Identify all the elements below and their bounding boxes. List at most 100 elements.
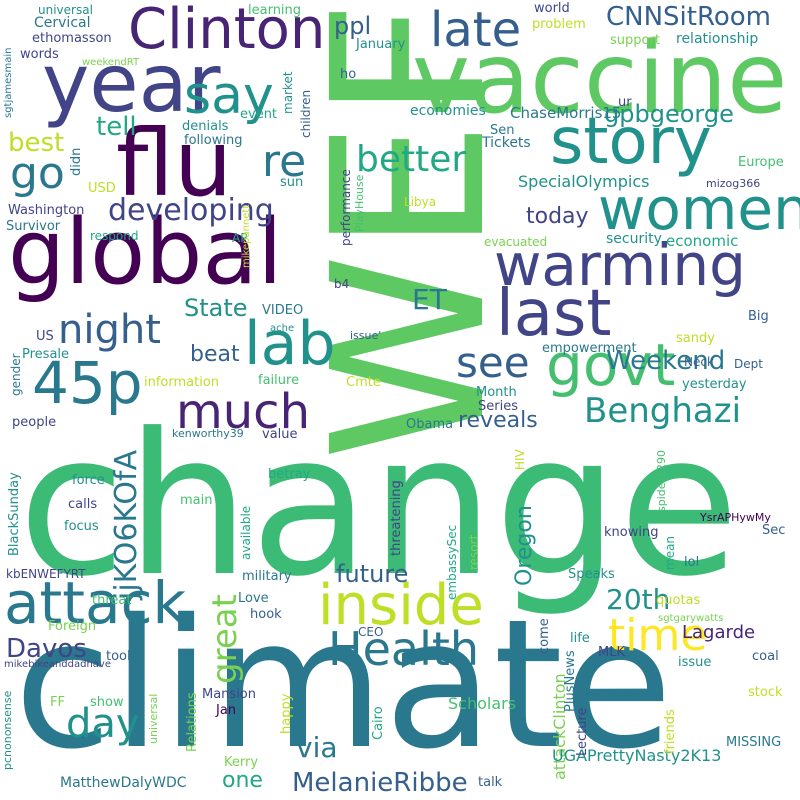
word: life bbox=[570, 631, 590, 646]
word: stock bbox=[748, 685, 783, 700]
word: Cervical bbox=[34, 15, 91, 31]
word: night bbox=[58, 307, 161, 353]
word: Clinton bbox=[128, 0, 326, 62]
word: HIV bbox=[513, 449, 527, 470]
word: failure bbox=[258, 373, 300, 388]
word: people bbox=[12, 415, 57, 430]
word: PlusNews bbox=[563, 650, 578, 712]
word: embassySec bbox=[445, 524, 459, 600]
word: pcnononsense bbox=[1, 690, 14, 770]
word: friends bbox=[663, 709, 678, 754]
word: future bbox=[336, 560, 409, 588]
word: gpbgeorge bbox=[604, 100, 734, 128]
word: via bbox=[296, 731, 338, 764]
word: Cairo bbox=[371, 706, 386, 740]
word: sgtjamesmain bbox=[3, 47, 14, 118]
word: b4 bbox=[334, 277, 350, 291]
word: happy bbox=[279, 693, 294, 734]
word: best bbox=[8, 128, 65, 158]
word: Weekend bbox=[606, 346, 726, 376]
word: Month bbox=[476, 385, 517, 400]
word: mizog366 bbox=[706, 177, 761, 190]
word: mikepannett bbox=[241, 204, 252, 268]
word: Oregon bbox=[512, 505, 537, 586]
word: talk bbox=[478, 775, 503, 790]
word: respond bbox=[90, 229, 139, 243]
word: ache bbox=[270, 323, 295, 334]
word: Mansion bbox=[202, 687, 256, 702]
word: market bbox=[281, 71, 295, 114]
word: Love bbox=[238, 591, 269, 606]
word: CNNSitRoom bbox=[606, 2, 772, 32]
word: AP bbox=[232, 231, 248, 245]
word: inside bbox=[318, 573, 484, 638]
word: Series bbox=[478, 399, 518, 414]
word: Benghazi bbox=[584, 391, 742, 431]
word: ethomasson bbox=[32, 31, 112, 46]
word: ChaseMorris15 bbox=[510, 104, 622, 122]
word: govt bbox=[546, 331, 676, 399]
word: Foreign bbox=[48, 619, 97, 634]
word: mikebikeanddadhave bbox=[4, 659, 111, 670]
word: gender bbox=[9, 353, 23, 396]
word: relationship bbox=[676, 31, 759, 47]
word: betray bbox=[268, 467, 311, 482]
word: VIDEO bbox=[262, 303, 304, 318]
word: 20th bbox=[606, 583, 671, 616]
word: UGAPrettyNasty2K13 bbox=[552, 746, 722, 765]
word: ho bbox=[340, 67, 357, 82]
word: State bbox=[184, 294, 248, 322]
word: USD bbox=[88, 181, 116, 196]
word: weekendRT bbox=[82, 57, 140, 68]
word: hook bbox=[250, 607, 282, 622]
word: MatthewDalyWDC bbox=[60, 775, 187, 791]
word: attack bbox=[4, 569, 187, 637]
word: much bbox=[176, 384, 310, 440]
word: focus bbox=[64, 519, 99, 534]
word: spider1290 bbox=[655, 449, 668, 512]
word: YsrAPHywMy bbox=[700, 511, 771, 524]
word: say bbox=[184, 66, 274, 126]
word: Sen bbox=[490, 123, 515, 138]
word: Big bbox=[748, 309, 769, 324]
word: Washington bbox=[8, 203, 85, 218]
word: economic bbox=[666, 232, 739, 250]
word: issue' bbox=[350, 329, 382, 342]
word: January bbox=[356, 37, 406, 52]
word: BlackSunday bbox=[7, 472, 22, 556]
word: ppl bbox=[334, 12, 372, 40]
word: force bbox=[72, 473, 105, 488]
word: Health bbox=[328, 622, 480, 676]
word: great bbox=[205, 594, 245, 684]
word: quotas bbox=[656, 593, 701, 608]
word: didn bbox=[69, 147, 84, 176]
word: Neck bbox=[684, 355, 714, 369]
word: Dept bbox=[734, 357, 763, 371]
word: Speaks bbox=[568, 567, 615, 582]
word: lab bbox=[244, 309, 336, 379]
word: today bbox=[526, 204, 589, 229]
word: main bbox=[180, 493, 213, 508]
word: following bbox=[184, 133, 243, 148]
word: women bbox=[598, 175, 800, 243]
word: Europe bbox=[738, 155, 784, 170]
word: reveals bbox=[458, 408, 538, 433]
word: Presale bbox=[22, 347, 70, 362]
word: event bbox=[240, 107, 278, 122]
word: better bbox=[356, 139, 467, 180]
word: year bbox=[42, 37, 221, 130]
word: late bbox=[430, 2, 522, 58]
word: Davos bbox=[6, 634, 87, 664]
word: US bbox=[36, 329, 54, 344]
word: resort bbox=[467, 534, 481, 570]
word: performance bbox=[339, 169, 353, 246]
word: story bbox=[550, 105, 712, 179]
word: sun bbox=[280, 175, 304, 190]
word: one bbox=[222, 768, 263, 793]
word: climate bbox=[14, 581, 673, 788]
word: children bbox=[299, 89, 313, 138]
word: Tickets bbox=[482, 135, 531, 151]
word: universal bbox=[38, 3, 93, 17]
word: Kerry bbox=[224, 755, 259, 770]
word: lol bbox=[684, 555, 700, 570]
